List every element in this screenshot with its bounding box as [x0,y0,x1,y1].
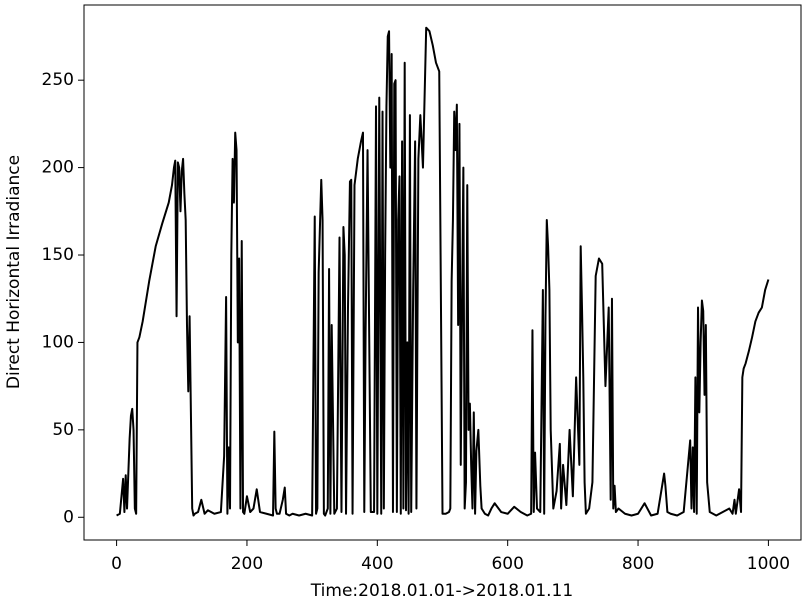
y-tick-label: 200 [42,158,74,178]
x-tick-label: 200 [231,554,263,574]
y-tick-label: 50 [52,420,74,440]
y-axis-label: Direct Horizontal Irradiance [4,155,24,389]
x-tick-label: 600 [491,554,523,574]
y-tick-label: 100 [42,332,74,352]
y-tick-label: 150 [42,245,74,265]
plot-frame [83,4,802,541]
x-tick-label: 0 [111,554,122,574]
x-tick-label: 1000 [747,554,790,574]
y-tick-label: 0 [63,507,74,527]
x-axis-label: Time:2018.01.01->2018.01.11 [310,581,573,601]
x-tick-label: 400 [361,554,393,574]
data-line [116,26,770,517]
x-tick-label: 800 [622,554,654,574]
y-tick-label: 250 [42,70,74,90]
